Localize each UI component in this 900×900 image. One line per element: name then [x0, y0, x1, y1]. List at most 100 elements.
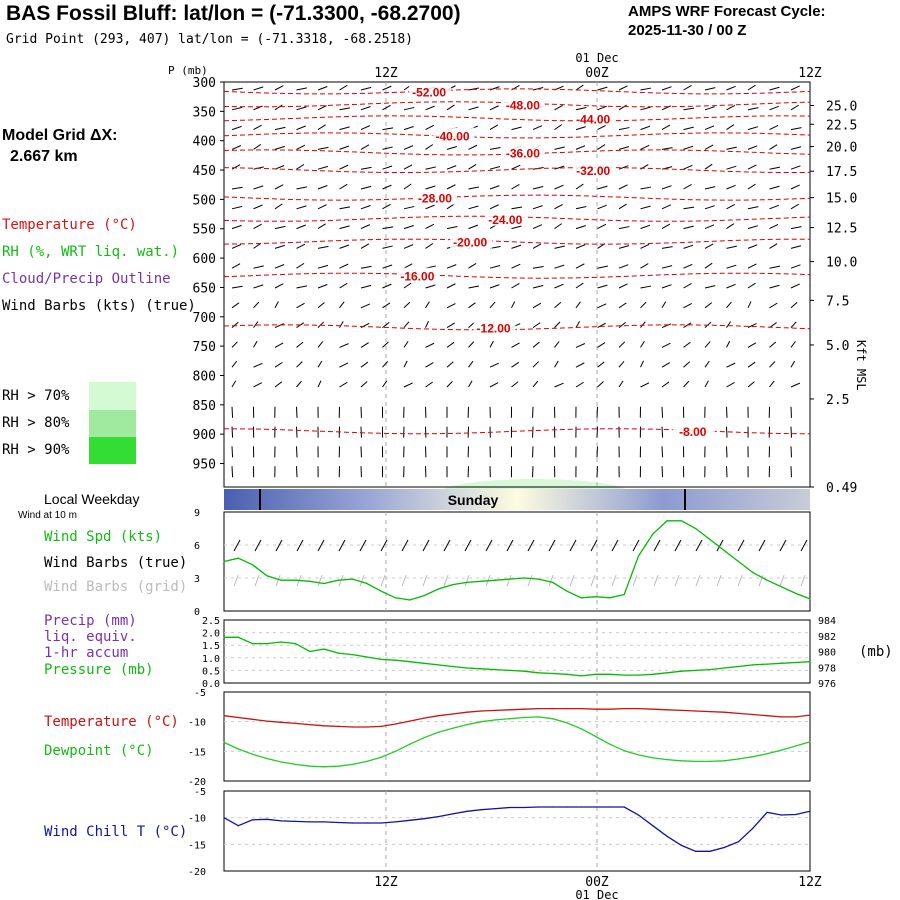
temperature-line-point	[223, 715, 225, 717]
dewpoint-line-point	[309, 765, 311, 767]
wind-barb-true	[569, 539, 577, 552]
temperature-line-point	[509, 709, 511, 711]
wind-barb	[683, 126, 694, 131]
wind-barb	[253, 144, 262, 150]
wind-speed-line-point	[323, 582, 325, 585]
wind-barb	[468, 341, 475, 348]
wind-barb-grid	[548, 575, 554, 587]
wind-barb	[317, 105, 327, 111]
pressure-tick-label: 850	[193, 399, 216, 414]
wind-barb	[253, 105, 263, 111]
wind-barb	[597, 322, 606, 329]
wind-barb	[360, 185, 372, 190]
dewpoint-line-point	[680, 760, 683, 762]
wind-barb	[382, 302, 391, 309]
wind-chill-line-point	[394, 821, 397, 823]
wind-speed-line-point	[280, 579, 282, 581]
wind-chill-line-point	[566, 806, 568, 808]
wind-barb-true	[296, 539, 304, 552]
wind-barb	[661, 105, 671, 111]
wind-barb	[726, 264, 737, 269]
wind-barb	[704, 262, 713, 269]
label-wind-barbs-true: Wind Barbs (true)	[44, 555, 188, 571]
wind-barb	[511, 244, 522, 249]
wind-barb	[661, 147, 673, 150]
temperature-line-point	[809, 714, 811, 716]
wind-barb	[253, 301, 260, 309]
temperature-tick-label: -5	[194, 688, 206, 699]
wind-chill-line-point	[495, 808, 497, 810]
wind-speed-line-point	[795, 592, 797, 595]
wind-barb	[661, 446, 664, 458]
wind-barb	[532, 186, 544, 190]
pressure-tick-label: 350	[193, 105, 216, 120]
wind-barb	[446, 165, 457, 170]
wind-speed-line-point	[680, 520, 683, 522]
pressure-line-point	[409, 661, 411, 663]
wind-barb-grid	[233, 575, 239, 587]
dewpoint-line-point	[609, 743, 611, 745]
wind-chill-line-point	[337, 821, 339, 824]
isotherm-line	[223, 194, 811, 201]
wind-speed-line-point	[809, 598, 811, 600]
pressure-line-point	[566, 673, 568, 675]
wind-barb	[790, 283, 800, 289]
wind-chill-line-point	[309, 821, 311, 823]
wind-barb	[769, 124, 779, 131]
wind-barb	[468, 224, 479, 230]
wind-barb	[511, 126, 522, 131]
wind-barb	[661, 362, 671, 368]
forecast-cycle-value: 2025-11-30 / 00 Z	[628, 22, 747, 39]
isotherm-label-bg	[672, 423, 715, 439]
wind-barb	[661, 406, 664, 418]
wind-chill-line-point	[609, 806, 611, 808]
wind-barb	[231, 426, 234, 438]
wind-barb	[253, 223, 262, 230]
wind-barb	[468, 87, 480, 91]
wind-speed-line-point	[409, 599, 411, 601]
wind-barb	[575, 107, 587, 111]
wind-barb	[769, 361, 776, 368]
wind-barb-true	[506, 539, 514, 552]
pressure-tick-label: 984	[818, 616, 836, 627]
wind-barb	[575, 321, 581, 328]
wind-barb	[339, 84, 348, 91]
wind-barb-true	[422, 539, 430, 552]
dewpoint-line-point	[723, 760, 725, 762]
wind-barb	[704, 125, 715, 131]
wind-barb	[317, 284, 328, 289]
wind-barb-grid	[695, 575, 701, 587]
wind-barb	[532, 322, 541, 329]
wind-barb	[554, 104, 563, 111]
wind-barb	[554, 245, 565, 249]
wind-barb	[597, 86, 608, 91]
wind-speed-line-point	[709, 538, 711, 541]
wind-barb	[339, 145, 350, 150]
wind-barb	[769, 265, 781, 269]
wind-barb	[769, 86, 780, 91]
wind-barb	[231, 466, 234, 478]
wind-barb	[747, 282, 756, 289]
wind-barb-true	[737, 539, 745, 552]
wind-barb	[554, 165, 565, 170]
wind-barb	[253, 362, 263, 368]
legend-rh80-label: RH > 80%	[2, 415, 70, 431]
wind-barb-grid	[590, 575, 596, 587]
wind-chill-line-point	[637, 814, 640, 816]
wind-barb	[597, 361, 605, 368]
wind-barb	[618, 127, 630, 131]
wind-barb	[274, 184, 284, 190]
wind-barb	[253, 204, 263, 210]
wind-chill-line-point	[509, 806, 511, 809]
wind-barb	[640, 186, 652, 190]
wind-chill-line-point	[480, 809, 482, 811]
pressure-line-point	[423, 662, 425, 664]
wind-barb	[253, 265, 264, 269]
wind-barb-true	[611, 539, 619, 552]
wind-barb	[231, 321, 239, 328]
wind-barb	[511, 342, 520, 348]
wind-barb	[747, 244, 758, 249]
wind-chill-line-point	[537, 806, 540, 808]
temperature-line-point	[294, 722, 297, 725]
wind-barb	[597, 185, 608, 190]
